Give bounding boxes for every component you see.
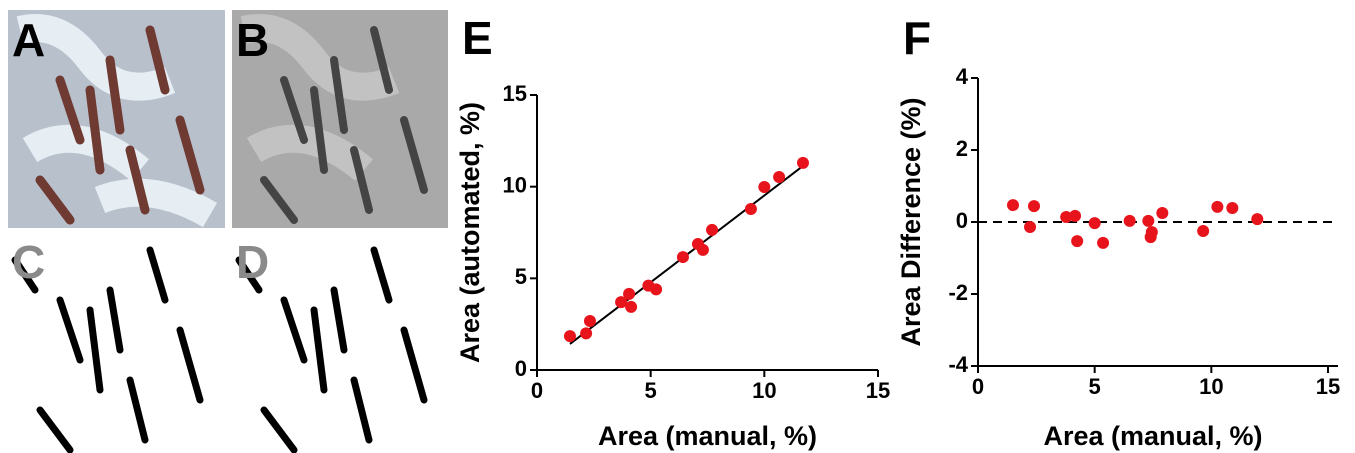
point [1251, 213, 1264, 226]
y-axis-label: Area (automated, %) [455, 102, 485, 363]
x-tick-label: 10 [752, 378, 776, 403]
point [1069, 209, 1082, 222]
x-axis-label: Area (manual, %) [1043, 421, 1262, 451]
y-tick-label: 4 [956, 64, 969, 89]
y-tick-label: 2 [956, 136, 968, 161]
y-tick-label: -4 [948, 352, 968, 377]
point [1097, 236, 1110, 249]
point [696, 243, 709, 256]
point [706, 223, 719, 236]
point [1142, 214, 1155, 227]
point [1060, 210, 1073, 223]
panel-label: F [903, 12, 931, 64]
panel-label: D [236, 236, 269, 288]
image-a [8, 10, 225, 228]
x-axis-label: Area (manual, %) [598, 421, 817, 451]
image-b [232, 10, 448, 228]
panel-label: B [236, 14, 269, 66]
point [1211, 200, 1224, 213]
x-tick-label: 5 [645, 378, 657, 403]
point [796, 156, 809, 169]
point [773, 170, 786, 183]
x-tick-label: 0 [972, 374, 984, 399]
point [625, 300, 638, 313]
panel-label: E [462, 12, 493, 64]
image-c [8, 235, 225, 453]
point [563, 330, 576, 343]
panel-label: A [12, 14, 45, 66]
point [676, 251, 689, 264]
point [758, 181, 771, 194]
y-tick-label: 0 [515, 356, 527, 381]
point [1226, 201, 1239, 214]
point [744, 203, 757, 216]
x-tick-label: 0 [531, 378, 543, 403]
x-tick-label: 15 [1316, 374, 1340, 399]
point [1028, 200, 1040, 213]
point [1123, 214, 1136, 227]
point [1024, 221, 1037, 234]
y-tick-label: 5 [515, 264, 527, 289]
x-tick-label: 5 [1089, 374, 1101, 399]
y-tick-label: 0 [956, 208, 968, 233]
y-axis-label: Area Difference (%) [896, 97, 926, 346]
point [1088, 217, 1101, 230]
point [1145, 226, 1158, 239]
point [1071, 235, 1084, 248]
y-tick-label: 15 [503, 81, 527, 106]
point [623, 287, 636, 300]
x-tick-label: 15 [866, 378, 890, 403]
point [1007, 199, 1019, 212]
image-d [232, 235, 448, 453]
point [1197, 225, 1210, 237]
y-tick-label: -2 [948, 280, 968, 305]
y-tick-label: 10 [503, 172, 527, 197]
point [650, 283, 663, 296]
panel-label: C [12, 236, 45, 288]
point [583, 315, 596, 328]
x-tick-label: 10 [1199, 374, 1223, 399]
point [1156, 207, 1169, 219]
point [580, 327, 593, 340]
point [615, 296, 628, 309]
